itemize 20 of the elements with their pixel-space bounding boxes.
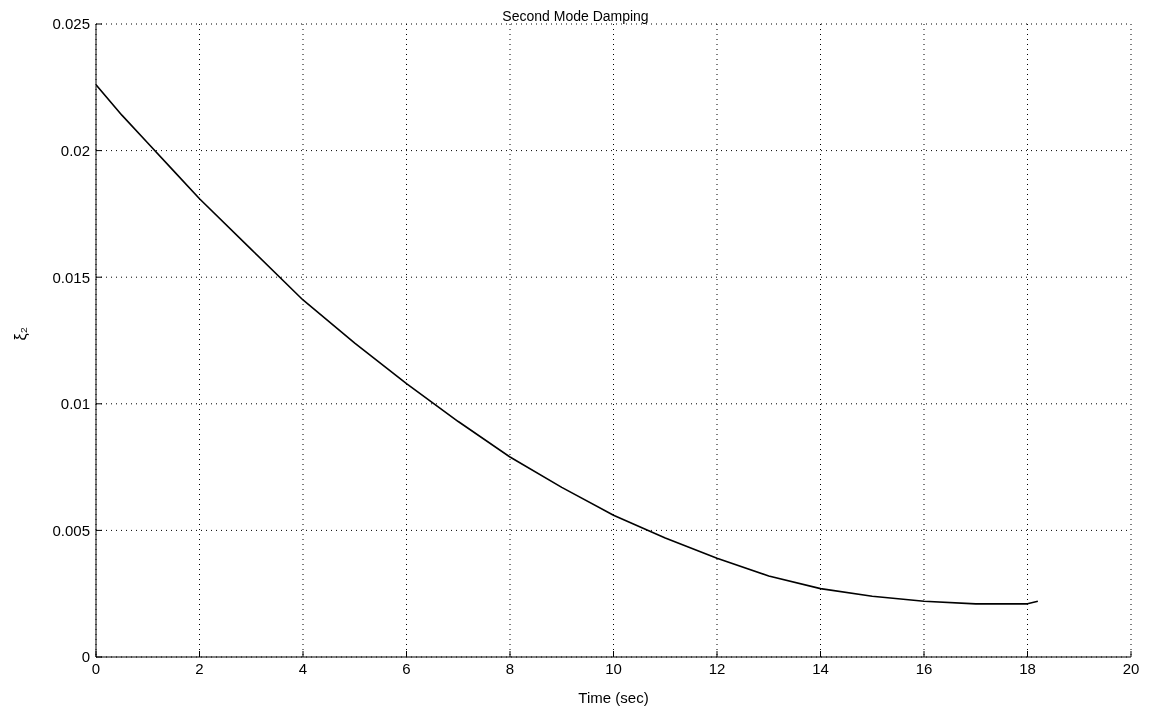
x-tick-label: 8 <box>505 659 515 677</box>
y-tick-label: 0.01 <box>60 395 90 413</box>
x-tick-label: 2 <box>195 659 204 677</box>
x-tick-label: 18 <box>1019 659 1036 677</box>
x-tick-label: 14 <box>812 659 829 677</box>
x-tick-label: 10 <box>605 659 622 677</box>
x-tick-label: 6 <box>402 659 411 677</box>
x-tick-label: 0 <box>91 659 101 677</box>
y-tick-label: 0.005 <box>52 521 90 539</box>
y-tick-label: 0.025 <box>52 15 90 33</box>
x-tick-label: 4 <box>298 659 308 677</box>
x-axis-title: Time (sec) <box>578 689 649 706</box>
chart-title: Second Mode Damping <box>502 8 649 24</box>
y-tick-label: 0.02 <box>60 141 90 159</box>
x-tick-label: 16 <box>915 659 933 677</box>
x-tick-label: 20 <box>1122 659 1140 677</box>
y-tick-label: 0.015 <box>52 268 90 286</box>
y-axis-title: ξ₂ <box>11 327 30 341</box>
x-tick-label: 12 <box>708 659 726 677</box>
y-tick-label: 0 <box>81 648 90 666</box>
